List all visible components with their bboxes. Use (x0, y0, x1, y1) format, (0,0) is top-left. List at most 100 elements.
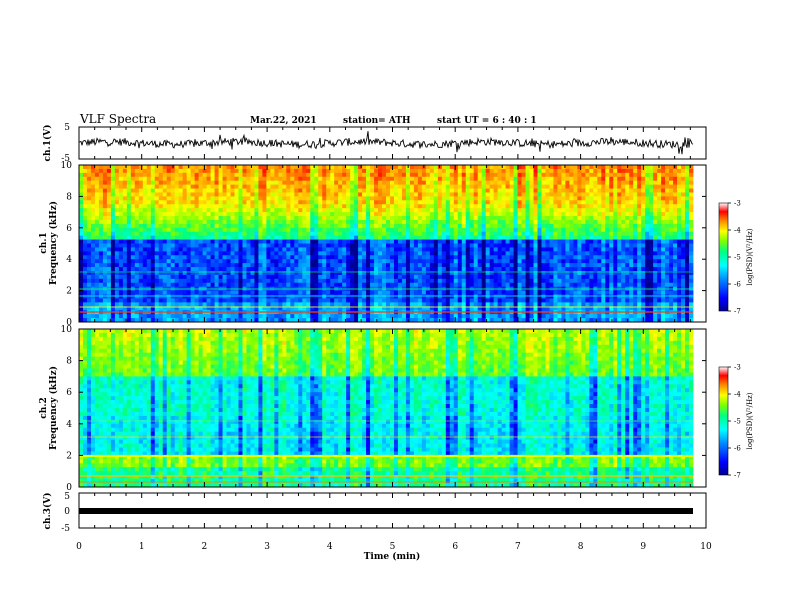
spectrogram-cell (677, 173, 681, 177)
spectrogram-cell (669, 220, 673, 224)
spectrogram-cell (454, 192, 458, 196)
spectrogram-cell (374, 192, 378, 196)
spectrogram-cell (302, 220, 306, 224)
spectrogram-cell (330, 279, 334, 283)
spectrogram-cell (274, 165, 278, 169)
spectrogram-cell (151, 208, 155, 212)
spectrogram-cell (326, 196, 330, 200)
spectrogram-cell (131, 216, 135, 220)
spectrogram-cell (677, 275, 681, 279)
spectrogram-cell (95, 263, 99, 267)
spectrogram-cell (561, 255, 565, 259)
spectrogram-cell (613, 169, 617, 173)
spectrogram-cell (681, 247, 685, 251)
spectrogram-cell (581, 275, 585, 279)
spectrogram-cell (601, 251, 605, 255)
spectrogram-cell (282, 212, 286, 216)
spectrogram-cell (478, 247, 482, 251)
spectrogram-cell (549, 181, 553, 185)
spectrogram-cell (410, 208, 414, 212)
spectrogram-cell (135, 259, 139, 263)
spectrogram-cell (514, 196, 518, 200)
spectrogram-cell (151, 212, 155, 216)
spectrogram-cell (211, 247, 215, 251)
spectrogram-cell (83, 247, 87, 251)
spectrogram-cell (231, 259, 235, 263)
spectrogram-cell (410, 169, 414, 173)
spectrogram-cell (231, 216, 235, 220)
spectrogram-cell (215, 267, 219, 271)
spectrogram-cell (426, 165, 430, 169)
spectrogram-cell (103, 177, 107, 181)
spectrogram-cell (219, 240, 223, 244)
spectrogram-cell (553, 177, 557, 181)
spectrogram-cell (414, 212, 418, 216)
spectrogram-cell (438, 220, 442, 224)
spectrogram-cell (219, 196, 223, 200)
spectrogram-cell (406, 236, 410, 240)
spectrogram-cell (565, 196, 569, 200)
spectrogram-cell (577, 247, 581, 251)
spectrogram-cell (322, 247, 326, 251)
spectrogram-cell (506, 263, 510, 267)
spectrogram-cell (581, 177, 585, 181)
spectrogram-cell (350, 275, 354, 279)
spectrogram-cell (422, 232, 426, 236)
spectrogram-cell (426, 275, 430, 279)
spectrogram-cell (175, 279, 179, 283)
spectrogram-cell (462, 204, 466, 208)
spectrogram-cell (669, 263, 673, 267)
spectrogram-cell (203, 192, 207, 196)
spectrogram-cell (677, 232, 681, 236)
spectrogram-cell (462, 200, 466, 204)
spectrogram-cell (418, 240, 422, 244)
spectrogram-cell (207, 240, 211, 244)
spectrogram-cell (143, 247, 147, 251)
spectrogram-cell (565, 236, 569, 240)
spectrogram-cell (685, 212, 689, 216)
spectrogram-cell (526, 200, 530, 204)
spectrogram-cell (215, 224, 219, 228)
spectrogram-cell (637, 267, 641, 271)
spectrogram-cell (685, 263, 689, 267)
spectrogram-cell (179, 165, 183, 169)
spectrogram-cell (246, 283, 250, 287)
spectrogram-cell (270, 181, 274, 185)
spectrogram-cell (474, 259, 478, 263)
spectrogram-cell (183, 240, 187, 244)
spectrogram-cell (318, 259, 322, 263)
spectrogram-cell (665, 279, 669, 283)
spectrogram-cell (613, 216, 617, 220)
spectrogram-cell (195, 247, 199, 251)
spectrogram-cell (609, 232, 613, 236)
spectrogram-cell (246, 279, 250, 283)
spectrogram-cell (522, 204, 526, 208)
spectrogram-cell (163, 185, 167, 189)
spectrogram-cell (242, 263, 246, 267)
spectrogram-cell (354, 200, 358, 204)
spectrogram-cell (219, 192, 223, 196)
spectrogram-cell (342, 212, 346, 216)
spectrogram-cell (458, 189, 462, 193)
spectrogram-cell (601, 189, 605, 193)
spectrogram-cell (434, 212, 438, 216)
spectrogram-cell (617, 224, 621, 228)
spectrogram-cell (135, 165, 139, 169)
spectrogram-cell (466, 173, 470, 177)
spectrogram-cell (318, 200, 322, 204)
spectrogram-cell (338, 200, 342, 204)
spectrogram-cell (478, 259, 482, 263)
spectrogram-cell (685, 283, 689, 287)
spectrogram-cell (370, 208, 374, 212)
spectrogram-cell (203, 177, 207, 181)
spectrogram-cell (530, 259, 534, 263)
spectrogram-cell (446, 189, 450, 193)
spectrogram-cell (123, 196, 127, 200)
spectrogram-cell (454, 208, 458, 212)
spectrogram-cell (438, 204, 442, 208)
spectrogram-cell (553, 181, 557, 185)
spectrogram-cell (262, 196, 266, 200)
spectrogram-cell (282, 279, 286, 283)
spectrogram-cell (286, 204, 290, 208)
spectrogram-cell (633, 279, 637, 283)
